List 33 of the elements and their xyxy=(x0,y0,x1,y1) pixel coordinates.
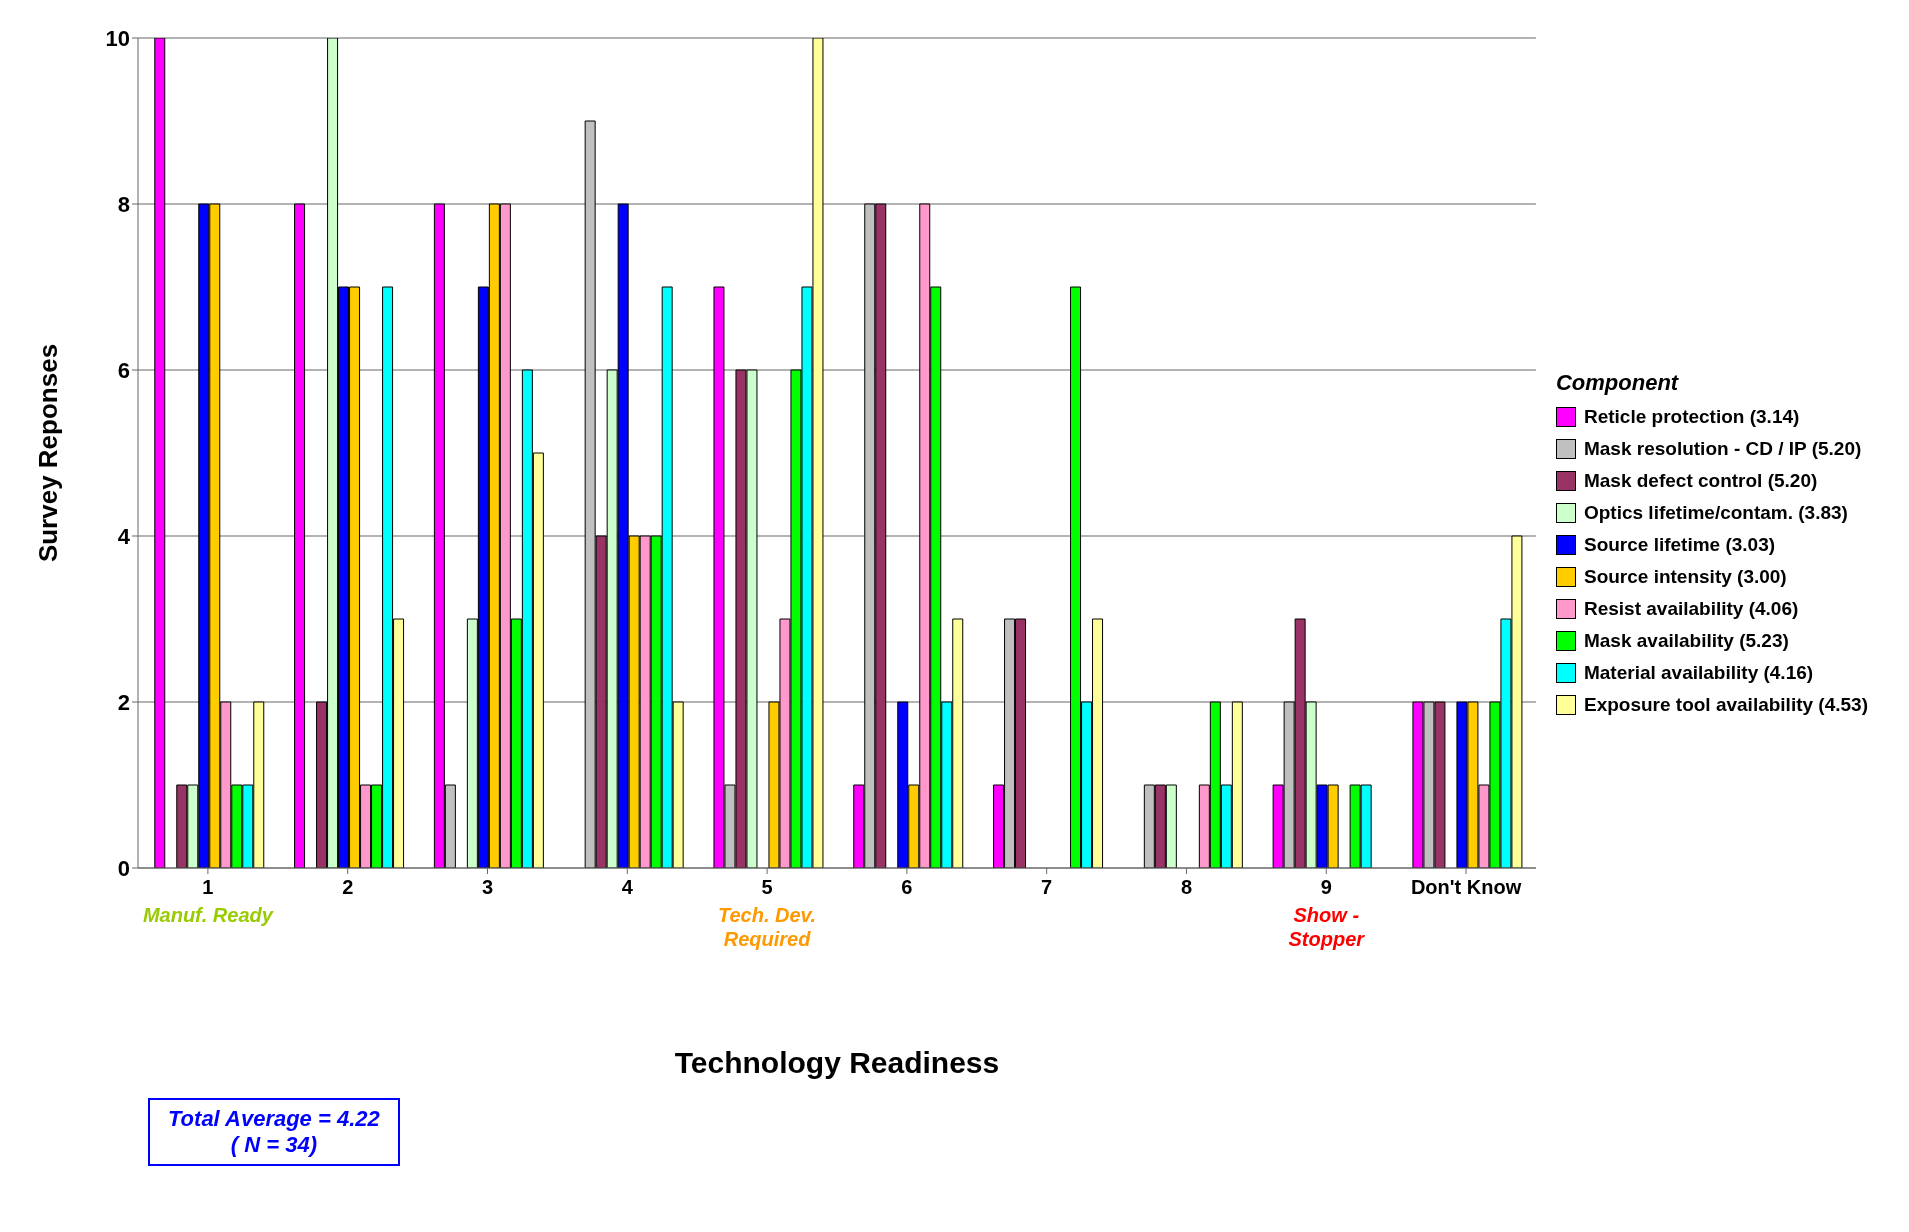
x-tick-label: 2 xyxy=(342,876,354,898)
legend-label: Mask resolution - CD / IP (5.20) xyxy=(1583,438,1862,460)
x-tick-label: 6 xyxy=(901,876,913,898)
y-axis-title: Survey Reponses xyxy=(33,343,64,563)
y-tick-label: 2 xyxy=(117,689,130,715)
x-tick-label: 8 xyxy=(1180,876,1193,898)
legend-label: Mask availability (5.23) xyxy=(1583,630,1789,652)
y-tick-label: 10 xyxy=(105,25,130,51)
legend-label: Resist availability (4.06) xyxy=(1583,598,1799,620)
legend-title: Component xyxy=(1555,370,1680,396)
y-tick-label: 0 xyxy=(117,855,130,881)
legend-label: Material availability (4.16) xyxy=(1583,662,1814,684)
x-tick-label: 7 xyxy=(1041,876,1053,898)
text: Tech. Dev. Required xyxy=(717,904,817,950)
y-tick-label: 4 xyxy=(117,523,131,549)
legend-label: Exposure tool availability (4.53) xyxy=(1583,694,1868,716)
x-tick-label: 1 xyxy=(202,876,214,898)
x-tick-label: 9 xyxy=(1320,876,1332,898)
y-tick-label: 6 xyxy=(117,357,130,383)
x-axis-title: Technology Readiness xyxy=(674,1046,1000,1079)
text: Manuf. Ready xyxy=(142,904,274,926)
legend-label: Source intensity (3.00) xyxy=(1583,566,1787,588)
note-box: Total Average = 4.22 ( N = 34) xyxy=(148,1098,400,1166)
legend-label: Mask defect control (5.20) xyxy=(1583,470,1818,492)
legend-label: Source lifetime (3.03) xyxy=(1583,534,1776,556)
legend-label: Reticle protection (3.14) xyxy=(1583,406,1800,428)
x-tick-label: Don't Know xyxy=(1410,876,1522,898)
legend-label: Optics lifetime/contam. (3.83) xyxy=(1583,502,1848,524)
x-tick-label: 4 xyxy=(621,876,634,898)
y-tick-label: 8 xyxy=(117,191,130,217)
x-tick-label: 5 xyxy=(761,876,773,898)
x-tick-label: 3 xyxy=(481,876,494,898)
text: Show - Stopper xyxy=(1288,904,1366,950)
